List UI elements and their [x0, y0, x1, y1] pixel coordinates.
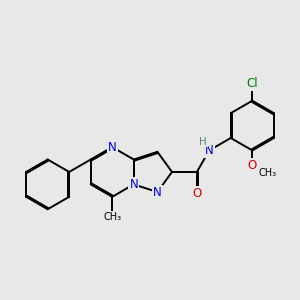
Text: N: N	[205, 144, 214, 157]
Text: N: N	[153, 185, 162, 199]
Text: N: N	[108, 141, 117, 154]
Text: CH₃: CH₃	[258, 168, 276, 178]
Text: O: O	[192, 187, 202, 200]
Text: H: H	[200, 136, 207, 146]
Text: N: N	[129, 178, 138, 191]
Text: O: O	[248, 159, 257, 172]
Text: CH₃: CH₃	[103, 212, 121, 222]
Text: Cl: Cl	[247, 77, 258, 90]
